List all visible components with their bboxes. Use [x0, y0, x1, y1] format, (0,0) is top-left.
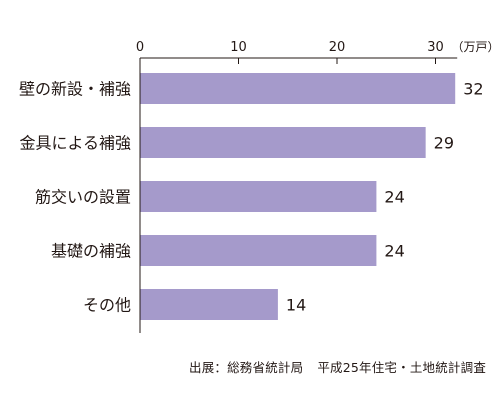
value-label: 24 [384, 242, 404, 261]
source-label: 出展：総務省統計局 [189, 360, 304, 375]
x-tick-label: 0 [136, 40, 144, 55]
category-label: その他 [83, 296, 131, 315]
value-label: 24 [384, 188, 404, 207]
x-tick-label: 10 [230, 40, 247, 55]
category-label: 壁の新設・補強 [19, 80, 131, 99]
source-note: 出展：総務省統計局 平成25年住宅・土地統計調査 [189, 357, 486, 376]
category-label: 金具による補強 [19, 134, 131, 153]
bar [140, 181, 377, 212]
value-label: 29 [434, 134, 454, 153]
x-axis-unit: （万戸） [452, 40, 500, 54]
bar [140, 289, 278, 320]
category-label: 筋交いの設置 [35, 188, 131, 207]
bar [140, 73, 456, 104]
x-tick-label: 30 [427, 40, 444, 55]
x-tick-label: 20 [329, 40, 346, 55]
category-label: 基礎の補強 [51, 242, 131, 261]
bar [140, 127, 426, 158]
source-survey: 平成25年住宅・土地統計調査 [317, 360, 487, 375]
bar [140, 235, 377, 266]
value-label: 14 [286, 296, 306, 315]
value-label: 32 [463, 80, 483, 99]
